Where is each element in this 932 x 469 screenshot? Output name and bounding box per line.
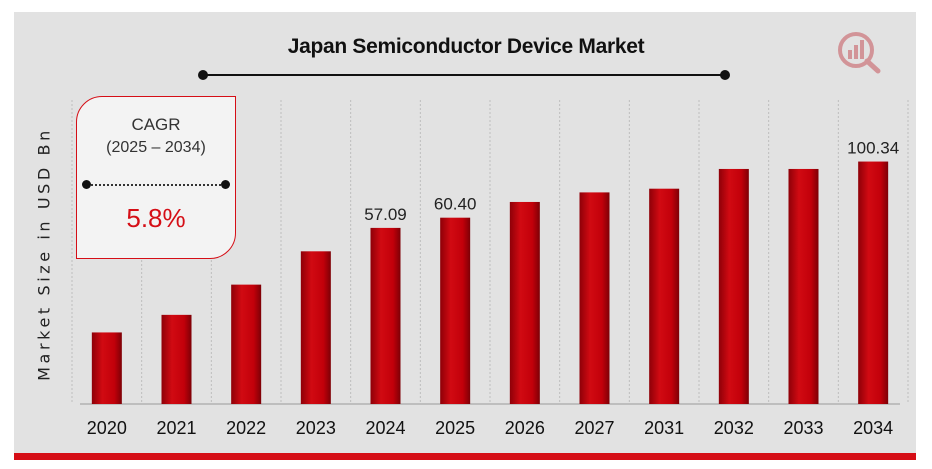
bar-2034: [858, 161, 889, 404]
cagr-label: CAGR: [131, 115, 181, 134]
bar-2027: [579, 192, 610, 404]
bar-2022: [231, 284, 262, 404]
cagr-divider-right-dot: [221, 180, 230, 189]
bars: [91, 161, 889, 404]
x-tick-2023: 2023: [296, 418, 336, 438]
bar-2032: [718, 168, 749, 404]
x-tick-2024: 2024: [365, 418, 405, 438]
chart-title: Japan Semiconductor Device Market: [287, 35, 645, 58]
bar-2020: [91, 332, 122, 404]
x-tick-2027: 2027: [574, 418, 614, 438]
cagr-divider: [86, 184, 225, 186]
bar-2023: [300, 251, 331, 404]
bar-2021: [161, 314, 192, 404]
x-tick-2025: 2025: [435, 418, 475, 438]
title-underline-left-dot: [198, 70, 208, 80]
bar-2026: [509, 201, 540, 404]
x-tick-labels: 2020 2021 2022 2023 2024 2025 2026 2027 2031 2032…: [87, 418, 893, 438]
x-tick-2026: 2026: [505, 418, 545, 438]
x-tick-2031: 2031: [644, 418, 684, 438]
value-label-2025: 60.40: [434, 195, 477, 214]
title-underline: [203, 74, 725, 76]
bar-2025: [440, 217, 471, 404]
value-labels: 57.09 60.40 100.34: [364, 139, 899, 224]
cagr-divider-left-dot: [82, 180, 91, 189]
x-tick-2033: 2033: [783, 418, 823, 438]
title-underline-right-dot: [720, 70, 730, 80]
x-tick-2020: 2020: [87, 418, 127, 438]
cagr-value: 5.8%: [126, 203, 186, 233]
x-tick-2034: 2034: [853, 418, 893, 438]
x-tick-2021: 2021: [156, 418, 196, 438]
x-tick-2022: 2022: [226, 418, 266, 438]
x-tick-2032: 2032: [714, 418, 754, 438]
bottom-accent-bar: [14, 453, 916, 460]
bar-2031: [649, 188, 680, 404]
mrfr-logo-icon: [838, 32, 881, 74]
cagr-callout: CAGR (2025 – 2034) 5.8%: [76, 96, 236, 259]
bar-2024: [370, 227, 401, 404]
value-label-2034: 100.34: [847, 139, 899, 158]
cagr-period: (2025 – 2034): [106, 139, 206, 156]
bar-2033: [788, 168, 819, 404]
value-label-2024: 57.09: [364, 205, 407, 224]
